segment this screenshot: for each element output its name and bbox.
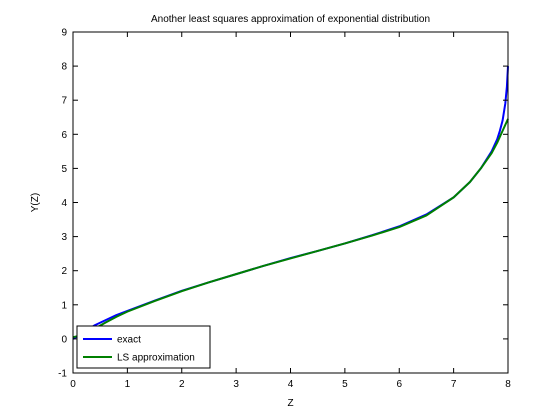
x-tick-label: 5 (342, 379, 348, 390)
x-tick-label: 1 (125, 379, 131, 390)
y-axis-label: Y(Z) (30, 193, 41, 212)
legend: exact LS approximation (77, 326, 210, 368)
y-tick-label: 4 (61, 198, 67, 209)
x-tick-label: 4 (288, 379, 294, 390)
y-tick-label: 9 (61, 28, 67, 39)
y-tick-label: 6 (61, 130, 67, 141)
y-tick-label: 7 (61, 96, 67, 107)
y-tick-label: -1 (58, 369, 67, 380)
y-tick-label: 8 (61, 62, 67, 73)
y-tick-label: 3 (61, 232, 67, 243)
legend-label-exact: exact (117, 335, 141, 346)
legend-label-ls-approximation: LS approximation (117, 353, 195, 364)
x-tick-label: 6 (396, 379, 402, 390)
plot-area (73, 32, 508, 373)
chart-title: Another least squares approximation of e… (151, 14, 430, 25)
y-tick-label: 1 (61, 300, 67, 311)
y-tick-label: 0 (61, 334, 67, 345)
x-tick-label: 2 (179, 379, 185, 390)
x-tick-label: 0 (70, 379, 76, 390)
y-tick-label: 2 (61, 266, 67, 277)
x-tick-label: 7 (451, 379, 457, 390)
y-tick-label: 5 (61, 164, 67, 175)
x-tick-label: 3 (233, 379, 239, 390)
x-axis-label: Z (287, 398, 293, 409)
x-tick-label: 8 (505, 379, 511, 390)
